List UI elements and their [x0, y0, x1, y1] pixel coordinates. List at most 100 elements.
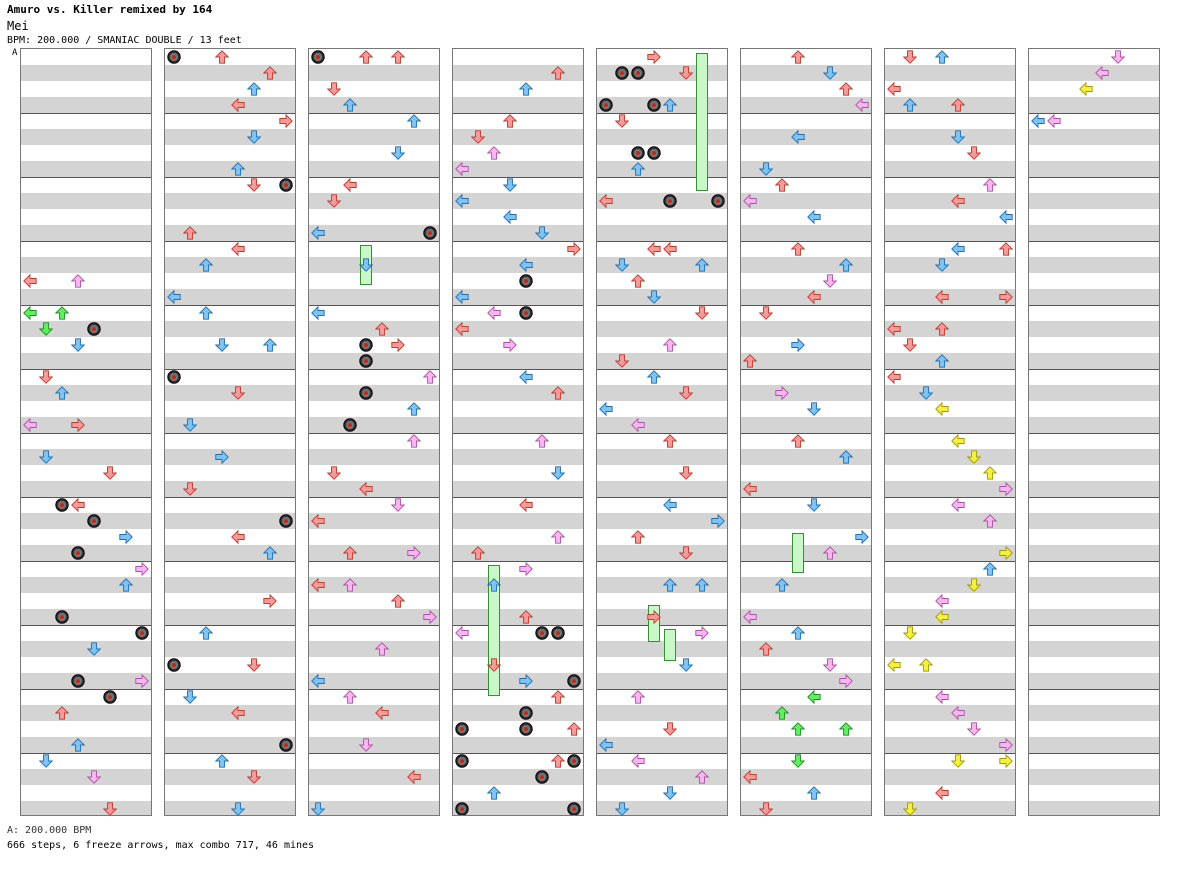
- up-arrow-icon: [903, 98, 917, 112]
- up-arrow-icon: [807, 786, 821, 800]
- measure-line: [453, 625, 583, 626]
- beat-stripe: [309, 353, 439, 369]
- chart-column-4: [452, 48, 584, 816]
- mine-icon: [167, 50, 181, 64]
- beat-stripe: [21, 257, 151, 273]
- beat-stripe: [885, 449, 1015, 465]
- beat-stripe: [741, 289, 871, 305]
- left-arrow-icon: [743, 482, 757, 496]
- measure-line: [1029, 625, 1159, 626]
- beat-stripe: [309, 65, 439, 81]
- left-arrow-icon: [599, 402, 613, 416]
- measure-line: [309, 241, 439, 242]
- up-arrow-icon: [247, 82, 261, 96]
- chart-column-5: [596, 48, 728, 816]
- measure-line: [1029, 369, 1159, 370]
- beat-stripe: [453, 193, 583, 209]
- left-arrow-icon: [951, 434, 965, 448]
- measure-line: [1029, 689, 1159, 690]
- beat-stripe: [309, 289, 439, 305]
- mine-icon: [567, 754, 581, 768]
- up-arrow-icon: [663, 338, 677, 352]
- left-arrow-icon: [231, 530, 245, 544]
- beat-stripe: [741, 737, 871, 753]
- beat-stripe: [741, 97, 871, 113]
- measure-line: [453, 305, 583, 306]
- up-arrow-icon: [823, 546, 837, 560]
- right-arrow-icon: [647, 50, 661, 64]
- measure-line: [309, 689, 439, 690]
- beat-stripe: [597, 385, 727, 401]
- up-arrow-icon: [839, 82, 853, 96]
- down-arrow-icon: [823, 66, 837, 80]
- mine-icon: [71, 546, 85, 560]
- beat-stripe: [741, 641, 871, 657]
- down-arrow-icon: [503, 178, 517, 192]
- beat-stripe: [453, 97, 583, 113]
- down-arrow-icon: [551, 466, 565, 480]
- freeze-arrow: [792, 533, 804, 573]
- beat-stripe: [885, 545, 1015, 561]
- down-arrow-icon: [391, 146, 405, 160]
- down-arrow-icon: [39, 450, 53, 464]
- beat-stripe: [885, 417, 1015, 433]
- up-arrow-icon: [487, 146, 501, 160]
- beat-stripe: [1029, 609, 1159, 625]
- down-arrow-icon: [967, 578, 981, 592]
- bpm-section-marker: A: [12, 48, 18, 58]
- measure-line: [1029, 241, 1159, 242]
- beat-stripe: [1029, 97, 1159, 113]
- beat-stripe: [165, 129, 295, 145]
- mine-icon: [535, 626, 549, 640]
- up-arrow-icon: [631, 690, 645, 704]
- chart-author: Mei: [7, 19, 29, 33]
- chart-column-3: [308, 48, 440, 816]
- up-arrow-icon: [471, 546, 485, 560]
- right-arrow-icon: [407, 546, 421, 560]
- measure-line: [741, 369, 871, 370]
- measure-line: [597, 497, 727, 498]
- beat-stripe: [597, 193, 727, 209]
- beat-stripe: [597, 321, 727, 337]
- measure-line: [597, 113, 727, 114]
- beat-stripe: [597, 129, 727, 145]
- left-arrow-icon: [359, 482, 373, 496]
- beat-stripe: [597, 449, 727, 465]
- measure-line: [885, 433, 1015, 434]
- measure-line: [453, 177, 583, 178]
- mine-icon: [535, 770, 549, 784]
- beat-stripe: [165, 481, 295, 497]
- measure-line: [597, 241, 727, 242]
- beat-stripe: [165, 353, 295, 369]
- beat-stripe: [597, 225, 727, 241]
- beat-stripe: [597, 641, 727, 657]
- right-arrow-icon: [791, 338, 805, 352]
- measure-line: [453, 241, 583, 242]
- measure-line: [309, 369, 439, 370]
- measure-line: [885, 497, 1015, 498]
- beat-stripe: [309, 609, 439, 625]
- down-arrow-icon: [39, 322, 53, 336]
- beat-stripe: [165, 609, 295, 625]
- measure-line: [597, 369, 727, 370]
- measure-line: [1029, 497, 1159, 498]
- beat-stripe: [885, 353, 1015, 369]
- beat-stripe: [21, 481, 151, 497]
- measure-line: [453, 369, 583, 370]
- beat-stripe: [165, 161, 295, 177]
- up-arrow-icon: [663, 578, 677, 592]
- left-arrow-icon: [599, 738, 613, 752]
- down-arrow-icon: [183, 418, 197, 432]
- up-arrow-icon: [71, 274, 85, 288]
- up-arrow-icon: [791, 722, 805, 736]
- beat-stripe: [1029, 129, 1159, 145]
- beat-stripe: [21, 65, 151, 81]
- up-arrow-icon: [359, 50, 373, 64]
- down-arrow-icon: [535, 226, 549, 240]
- up-arrow-icon: [215, 754, 229, 768]
- right-arrow-icon: [775, 386, 789, 400]
- beat-stripe: [309, 737, 439, 753]
- beat-stripe: [597, 545, 727, 561]
- beat-stripe: [165, 577, 295, 593]
- right-arrow-icon: [567, 242, 581, 256]
